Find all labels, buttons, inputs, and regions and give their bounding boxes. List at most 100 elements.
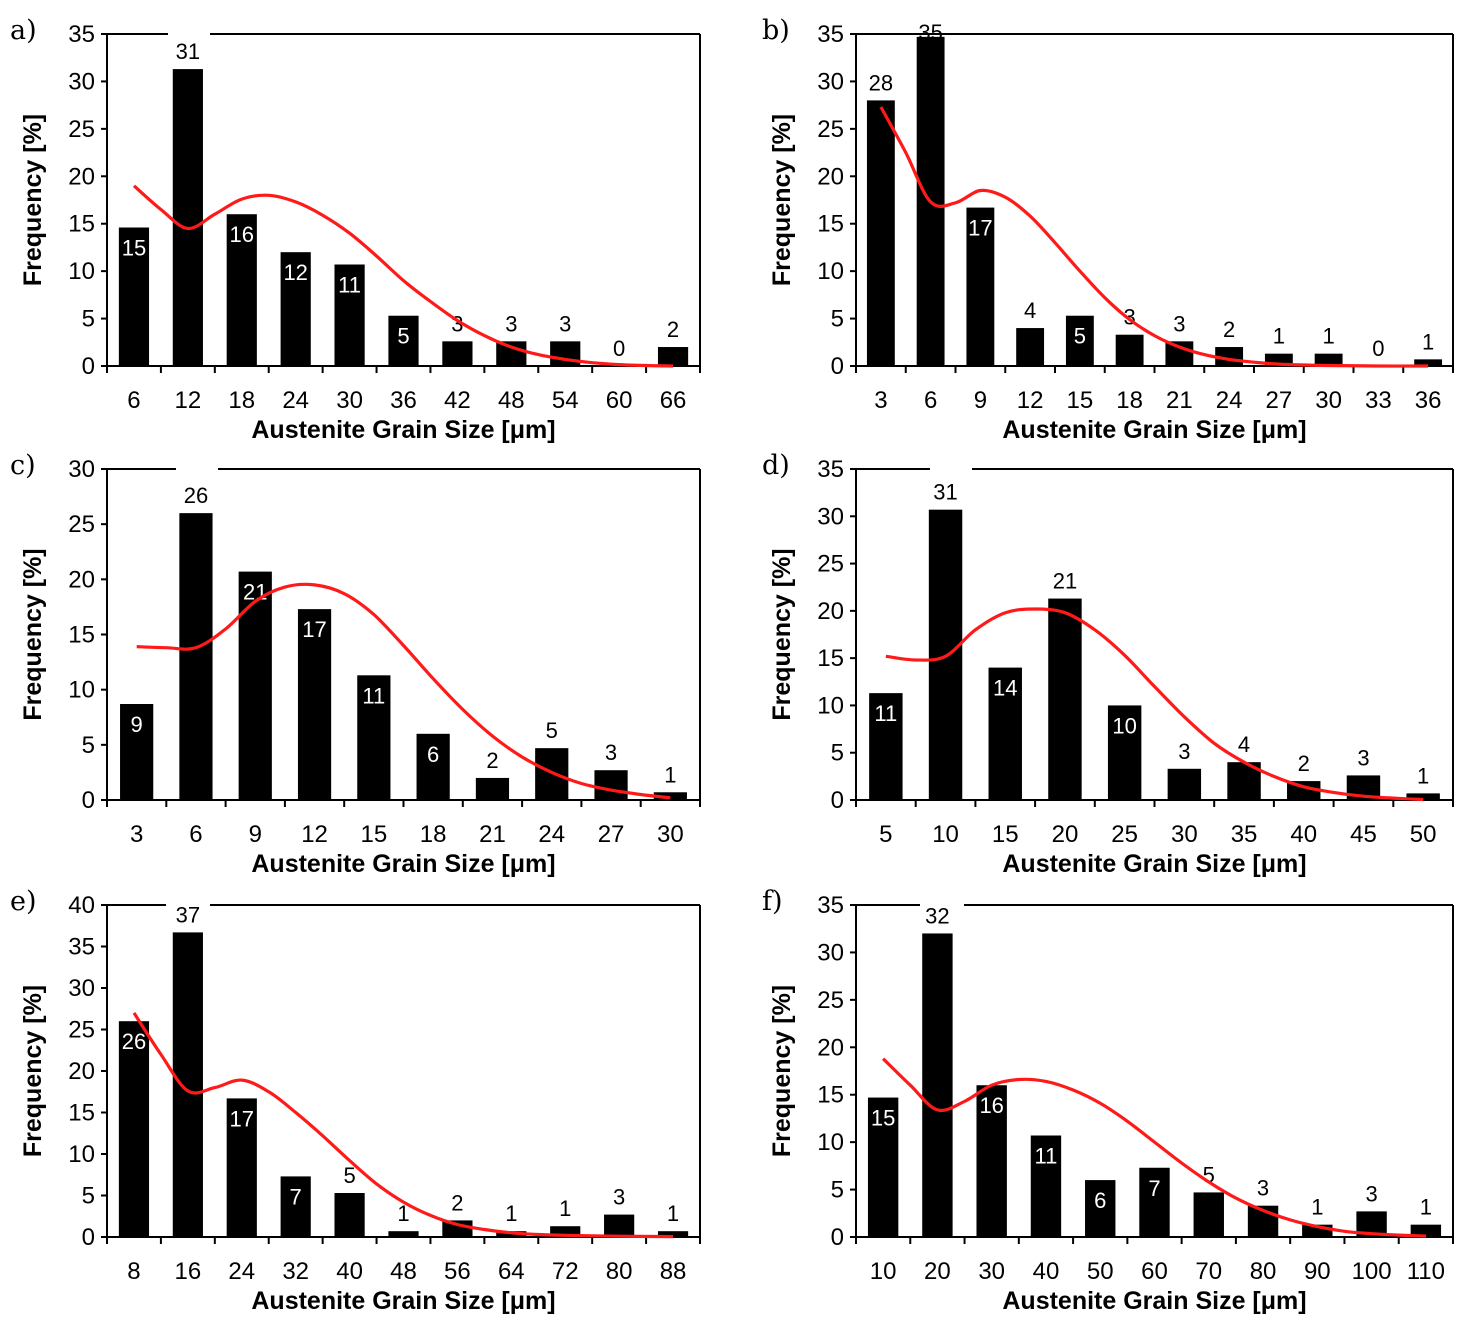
x-tick-label: 24	[1216, 387, 1243, 414]
bar	[976, 1085, 1007, 1237]
y-tick-label: 0	[831, 787, 844, 814]
x-tick-label: 6	[924, 387, 937, 414]
panel-letter: e)	[10, 886, 37, 917]
y-tick-label: 30	[817, 939, 844, 966]
x-tick-label: 33	[1365, 387, 1392, 414]
bar	[1115, 334, 1144, 366]
y-tick-label: 5	[831, 1177, 844, 1204]
bar	[1107, 705, 1142, 800]
y-tick-label: 35	[68, 934, 95, 961]
y-axis-title: Frequency [%]	[19, 548, 47, 720]
x-tick-label: 18	[1116, 387, 1143, 414]
x-tick-label: 70	[1195, 1258, 1222, 1285]
bar	[172, 932, 203, 1237]
x-tick-label: 90	[1304, 1258, 1331, 1285]
y-tick-label: 25	[68, 1017, 95, 1044]
bar-data-label: 4	[1238, 732, 1250, 757]
bar	[867, 1097, 899, 1237]
x-tick-label: 36	[390, 387, 417, 414]
bar	[120, 704, 154, 800]
bar-data-label: 1	[1417, 763, 1429, 788]
y-tick-label: 5	[82, 306, 95, 333]
x-tick-label: 6	[127, 387, 140, 414]
x-tick-label: 30	[1315, 387, 1342, 414]
bar	[1406, 793, 1440, 800]
x-tick-label: 35	[1231, 821, 1258, 848]
bar	[1030, 1135, 1062, 1237]
bar-data-label: 1	[559, 1196, 571, 1221]
x-tick-label: 9	[974, 387, 987, 414]
bar	[388, 315, 419, 366]
x-axis-title: Austenite Grain Size [μm]	[251, 1287, 555, 1315]
x-tick-label: 27	[1266, 387, 1293, 414]
bar-data-label: 4	[1024, 298, 1036, 323]
y-tick-label: 20	[817, 1034, 844, 1061]
bar	[1016, 328, 1045, 366]
x-tick-label: 56	[444, 1258, 471, 1285]
bar	[988, 667, 1022, 800]
chart-panel-5: e) 0 5 10 15 20 25 30 35 40 26 8 37 16 17 24 7 32 5 40 1 48 2 5…	[10, 886, 701, 1315]
bar-data-label: 1	[667, 1201, 679, 1226]
x-tick-label: 24	[282, 387, 309, 414]
x-tick-label: 30	[978, 1258, 1005, 1285]
x-tick-label: 10	[932, 821, 959, 848]
fit-curve	[881, 1057, 1426, 1238]
x-tick-label: 60	[606, 387, 633, 414]
fit-curve	[136, 582, 671, 800]
x-tick-label: 20	[1052, 821, 1079, 848]
y-axis-title: Frequency [%]	[768, 548, 796, 720]
x-tick-label: 10	[870, 1258, 897, 1285]
bar-data-label: 16	[979, 1093, 1003, 1118]
bar-data-label: 14	[993, 676, 1017, 701]
y-tick-label: 25	[817, 987, 844, 1014]
chart-panel-2: b)05101520253035283356179412515318321224…	[762, 15, 1454, 444]
bar	[280, 252, 311, 366]
bar-data-label: 5	[397, 324, 409, 349]
bar-data-label: 3	[559, 311, 571, 336]
y-tick-label: 10	[68, 677, 95, 704]
chart-panel-3: c)05101520253093266219171211156182215243…	[10, 450, 701, 878]
chart-panel-1: a)05101520253035156311216181224113053634…	[10, 15, 701, 444]
bar	[118, 1021, 150, 1237]
bar-data-label: 2	[451, 1190, 463, 1215]
x-tick-label: 27	[598, 821, 625, 848]
bar	[172, 69, 203, 367]
y-tick-label: 15	[68, 211, 95, 238]
bar-data-label: 3	[1365, 1181, 1377, 1206]
bar	[866, 100, 895, 367]
y-tick-label: 20	[68, 163, 95, 190]
bar-data-label: 15	[122, 236, 146, 261]
x-tick-label: 100	[1352, 1258, 1392, 1285]
x-tick-label: 3	[874, 387, 887, 414]
bar	[496, 341, 527, 366]
y-tick-label: 25	[68, 116, 95, 143]
x-tick-label: 66	[660, 387, 687, 414]
chart-panel-4: d)05101520253035115311014152120102533043…	[762, 450, 1454, 878]
y-tick-label: 15	[817, 211, 844, 238]
x-tick-label: 12	[301, 821, 328, 848]
panel-letter: d)	[762, 450, 790, 481]
bar	[550, 1226, 581, 1237]
bar	[442, 1220, 473, 1237]
x-tick-label: 18	[228, 387, 255, 414]
bar-data-label: 3	[605, 740, 617, 765]
y-tick-label: 25	[68, 511, 95, 538]
bar-data-label: 3	[1357, 745, 1369, 770]
bar-data-label: 1	[1420, 1195, 1432, 1220]
bar-data-label: 1	[505, 1201, 517, 1226]
x-tick-label: 54	[552, 387, 579, 414]
bar-data-label: 6	[427, 742, 439, 767]
bar-data-label: 31	[176, 39, 200, 64]
bar-data-label: 26	[184, 483, 208, 508]
bar-data-label: 1	[1323, 324, 1335, 349]
y-tick-label: 10	[68, 258, 95, 285]
x-tick-label: 6	[189, 821, 202, 848]
bar	[179, 513, 213, 800]
y-axis-title: Frequency [%]	[19, 114, 47, 286]
x-tick-label: 50	[1087, 1258, 1114, 1285]
x-tick-label: 45	[1350, 821, 1377, 848]
x-axis-title: Austenite Grain Size [μm]	[251, 416, 555, 444]
bar-data-label: 0	[1372, 336, 1384, 361]
x-tick-label: 21	[1166, 387, 1193, 414]
